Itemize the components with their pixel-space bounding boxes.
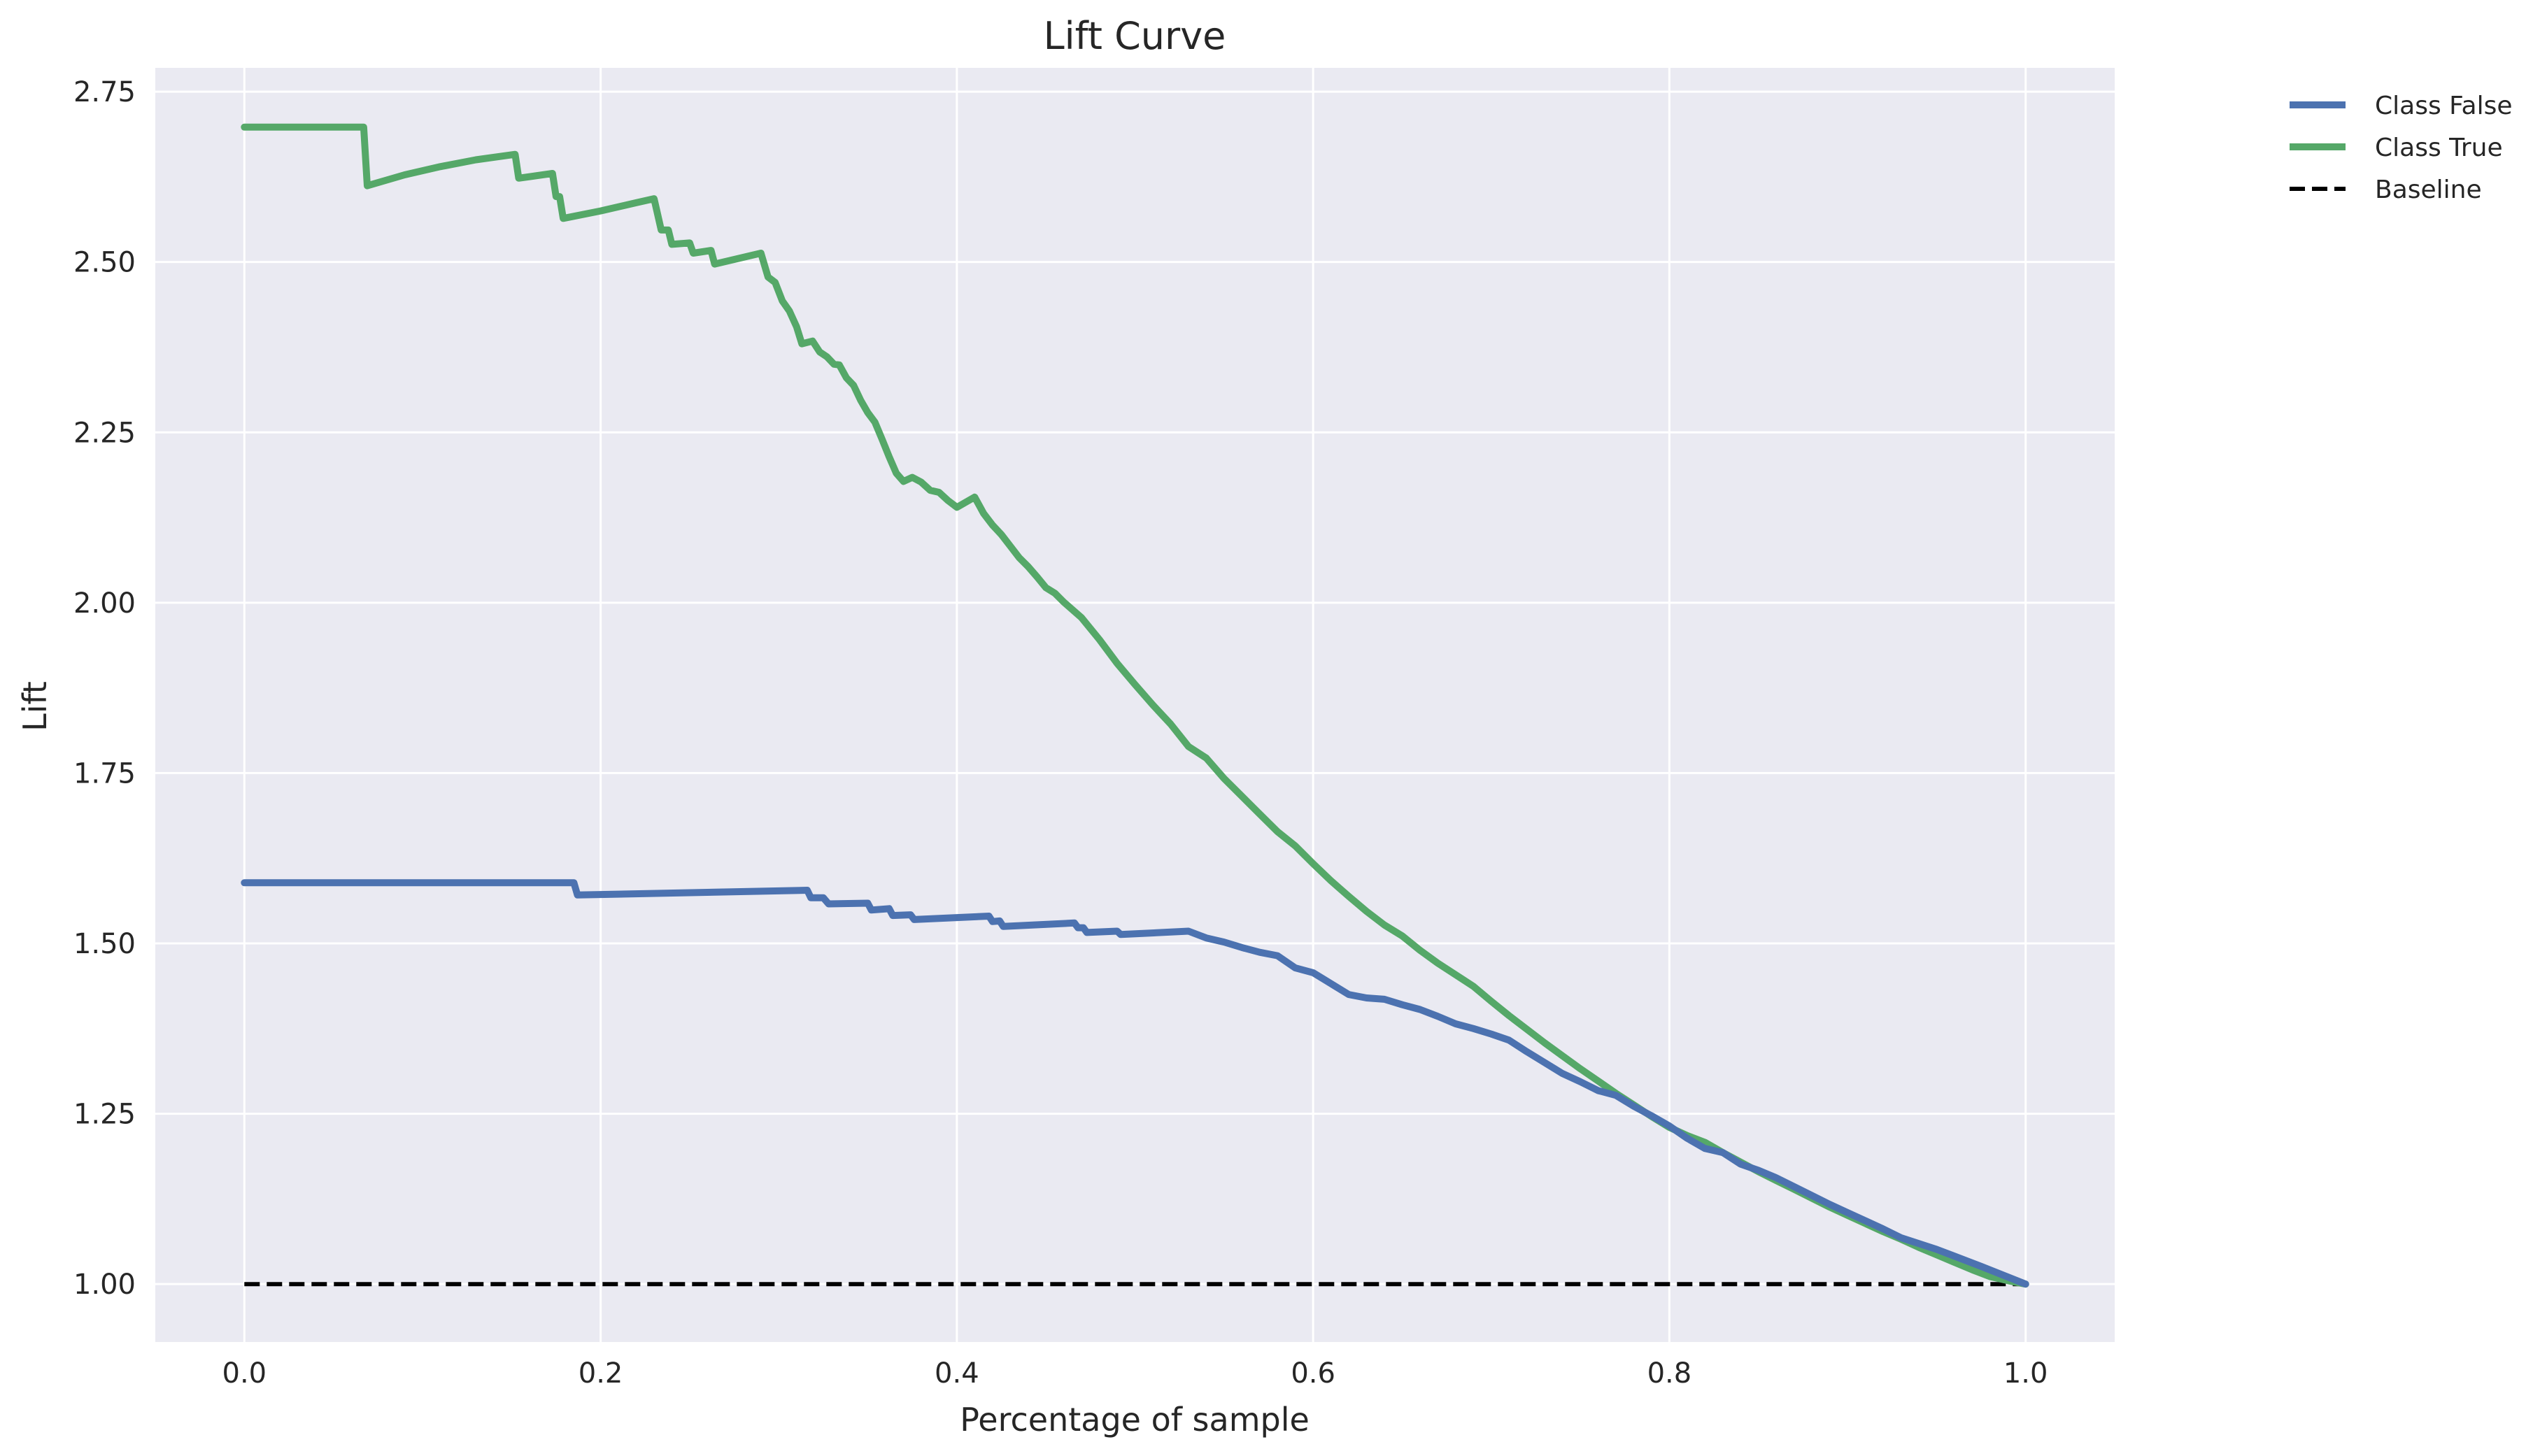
plot-area-background <box>155 68 2115 1342</box>
x-tick-label: 0.0 <box>222 1357 267 1390</box>
series-line-class-false <box>241 879 2029 1288</box>
y-tick-label: 1.25 <box>73 1099 136 1131</box>
x-tick-label: 0.6 <box>1291 1357 1335 1390</box>
x-tick-labels: 0.0 0.2 0.4 0.6 0.8 1.0 <box>222 1357 2048 1390</box>
series-lines <box>241 123 2029 1288</box>
grid-lines <box>155 68 2115 1342</box>
x-tick-label: 1.0 <box>2003 1357 2048 1390</box>
y-tick-label: 2.25 <box>73 417 136 449</box>
y-axis-label: Lift <box>16 681 54 731</box>
y-tick-label: 1.50 <box>73 928 136 960</box>
x-tick-label: 0.2 <box>579 1357 623 1390</box>
x-axis-label: Percentage of sample <box>960 1401 1310 1439</box>
chart-title: Lift Curve <box>1044 14 1226 58</box>
legend-label-class-true: Class True <box>2375 134 2503 162</box>
legend: Class False Class True Baseline <box>2290 92 2513 204</box>
y-tick-label: 1.00 <box>73 1269 136 1301</box>
x-tick-label: 0.8 <box>1647 1357 1692 1390</box>
y-tick-labels: 1.00 1.25 1.50 1.75 2.00 2.25 2.50 2.75 <box>73 76 136 1301</box>
y-tick-label: 2.75 <box>73 76 136 108</box>
y-tick-label: 2.50 <box>73 247 136 279</box>
y-tick-label: 2.00 <box>73 587 136 620</box>
legend-label-baseline: Baseline <box>2375 176 2482 204</box>
x-tick-label: 0.4 <box>935 1357 979 1390</box>
legend-label-class-false: Class False <box>2375 92 2513 120</box>
y-tick-label: 1.75 <box>73 757 136 790</box>
